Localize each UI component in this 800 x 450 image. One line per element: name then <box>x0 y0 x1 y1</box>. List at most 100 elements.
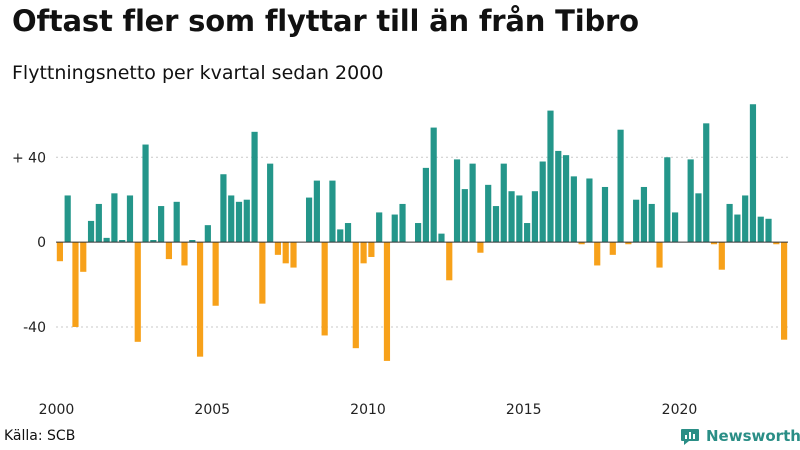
bar <box>570 176 577 243</box>
bar <box>344 223 352 243</box>
bar <box>173 201 180 243</box>
bar <box>757 216 764 243</box>
bar <box>80 242 87 272</box>
bar <box>321 242 328 336</box>
bar <box>56 242 63 262</box>
bar <box>633 199 640 243</box>
bar <box>453 159 461 243</box>
bar <box>438 233 445 243</box>
bar <box>773 242 780 245</box>
bar <box>524 223 531 243</box>
bar <box>95 203 102 243</box>
bar <box>687 159 694 243</box>
brand-logo: Newsworthy <box>680 425 800 447</box>
bar <box>391 214 398 243</box>
bar <box>87 220 95 243</box>
bar <box>189 240 196 243</box>
bar <box>274 242 282 255</box>
bar <box>376 212 383 243</box>
bar <box>329 180 336 243</box>
bar <box>539 161 546 243</box>
bar <box>656 242 663 268</box>
bar <box>594 242 601 266</box>
bar <box>251 131 258 243</box>
bar <box>671 212 679 243</box>
bar <box>710 242 718 245</box>
bar <box>726 203 733 243</box>
bar <box>508 191 515 243</box>
bar <box>601 186 609 243</box>
bar <box>64 195 71 243</box>
x-tick-label: 2015 <box>506 402 542 418</box>
bar <box>562 155 570 243</box>
bar <box>547 110 554 243</box>
bar <box>235 201 243 243</box>
bar <box>267 163 274 243</box>
x-tick-label: 2000 <box>39 402 75 418</box>
y-tick-label: 0 <box>37 235 46 251</box>
chart-subtitle: Flyttningsnetto per kvartal sedan 2000 <box>12 62 384 84</box>
bar <box>111 193 118 243</box>
bar <box>383 242 391 361</box>
bar <box>142 144 149 243</box>
bar <box>695 193 702 243</box>
bar <box>640 186 648 243</box>
bar <box>243 199 250 243</box>
bar <box>212 242 219 306</box>
bar <box>368 242 375 257</box>
bar <box>352 242 359 349</box>
bar <box>181 242 188 266</box>
newsworthy-logo-icon <box>681 429 699 445</box>
bar <box>103 237 110 243</box>
bar <box>415 223 422 243</box>
bar <box>461 189 468 243</box>
bar <box>399 203 406 243</box>
bar <box>196 242 204 357</box>
bar <box>781 242 788 340</box>
axes: + 40 0 -40 2000 2005 2010 2015 2020 <box>12 150 788 418</box>
bar <box>469 163 476 243</box>
bar <box>765 218 772 243</box>
bar <box>430 127 437 243</box>
bar <box>158 206 165 243</box>
bar <box>555 150 562 243</box>
bar <box>531 191 539 243</box>
bars <box>56 104 788 361</box>
bar <box>446 242 453 281</box>
bar <box>228 195 235 243</box>
bar <box>134 242 141 342</box>
bar <box>165 242 173 260</box>
bar <box>290 242 297 268</box>
bar <box>305 197 313 243</box>
bar <box>617 129 624 243</box>
bar <box>492 206 500 243</box>
bar <box>703 123 710 243</box>
bar <box>337 229 344 243</box>
y-tick-label: -40 <box>23 320 46 336</box>
bar <box>119 240 126 243</box>
x-tick-label: 2005 <box>194 402 230 418</box>
bar <box>578 242 585 245</box>
y-tick-label: + 40 <box>12 150 46 166</box>
bar <box>126 195 134 243</box>
bar <box>282 242 289 264</box>
brand-name: Newsworthy <box>706 427 800 445</box>
bar <box>422 167 429 243</box>
bar <box>313 180 320 243</box>
bar <box>204 225 211 243</box>
bar <box>150 240 157 243</box>
bar <box>500 163 507 243</box>
bar <box>220 174 227 243</box>
bar <box>360 242 367 264</box>
bar <box>485 184 492 243</box>
source-note: Källa: SCB <box>4 428 76 444</box>
bar <box>586 178 593 243</box>
bar <box>664 157 671 243</box>
bar <box>648 203 655 243</box>
bar <box>625 242 632 245</box>
bar <box>72 242 79 327</box>
bar <box>516 195 523 243</box>
bar <box>742 195 749 243</box>
chart-title: Oftast fler som flyttar till än från Tib… <box>12 4 639 38</box>
